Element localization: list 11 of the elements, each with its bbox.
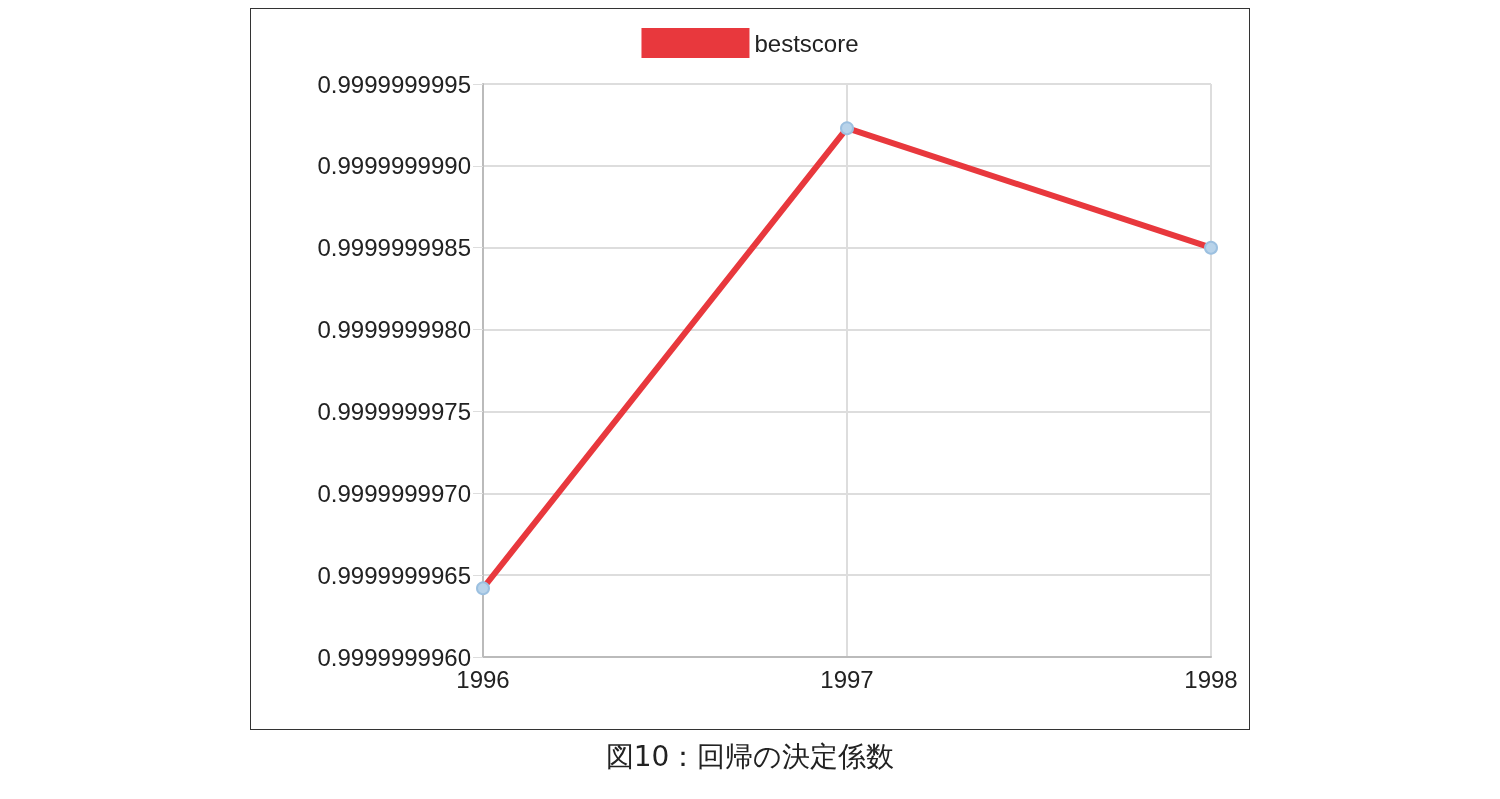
y-tick-label: 0.9999999980 <box>317 316 471 344</box>
y-tick-label: 0.9999999975 <box>317 397 471 425</box>
x-tick-label: 1997 <box>820 665 874 693</box>
y-tick-label: 0.9999999990 <box>317 152 471 180</box>
x-tick-label: 1998 <box>1184 665 1238 693</box>
text: 図10：回帰の決定係数 <box>604 739 896 775</box>
y-tick-label: 0.9999999965 <box>317 561 471 589</box>
y-tick-label: 0.9999999995 <box>317 70 471 98</box>
y-tick-label: 0.9999999970 <box>317 479 471 507</box>
y-tick-label: 0.9999999985 <box>317 234 471 262</box>
legend-label: bestscore <box>754 29 859 57</box>
